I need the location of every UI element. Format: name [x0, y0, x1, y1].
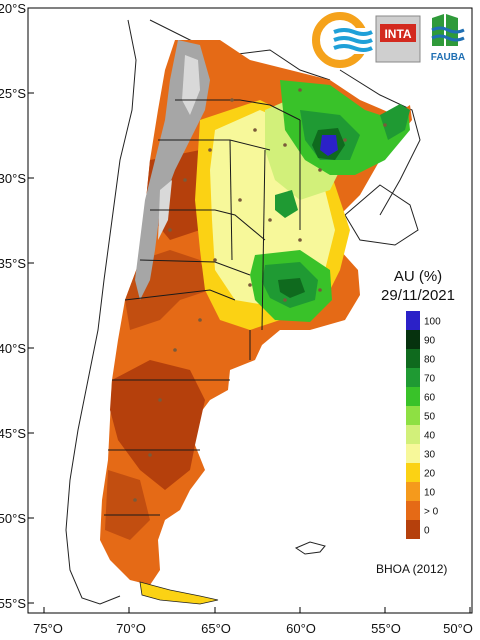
- fauba-logo-text: FAUBA: [431, 52, 465, 63]
- lat-label-35: 35°S: [0, 256, 26, 271]
- legend-label: 100: [424, 317, 441, 328]
- legend-label: 80: [424, 355, 436, 366]
- legend-swatch: [406, 520, 420, 539]
- logo-group: INTA FAUBA: [312, 12, 466, 68]
- legend-swatch: [406, 482, 420, 501]
- legend-label: 50: [424, 412, 436, 423]
- station-dots: [133, 88, 387, 502]
- legend-label: 40: [424, 431, 436, 442]
- legend-label: 90: [424, 336, 436, 347]
- lon-label-55: 55°O: [371, 621, 401, 636]
- lon-label-70: 70°O: [116, 621, 146, 636]
- inta-logo-text: INTA: [384, 27, 411, 41]
- bolivia-border: [149, 19, 331, 81]
- sun-wave-logo: [312, 12, 373, 68]
- inta-logo: INTA: [375, 15, 421, 63]
- lat-label-55: 55°S: [0, 596, 26, 611]
- legend-swatch: [406, 311, 420, 330]
- legend-swatch: [406, 387, 420, 406]
- lat-axis: 20°S 25°S 30°S 35°S 40°S 45°S 50°S 55°S: [0, 1, 34, 611]
- lon-label-75: 75°O: [33, 621, 63, 636]
- argentina-moisture-field: [100, 40, 412, 585]
- lat-label-30: 30°S: [0, 171, 26, 186]
- legend-label: 70: [424, 374, 436, 385]
- legend-label: 10: [424, 488, 436, 499]
- lat-label-40: 40°S: [0, 341, 26, 356]
- legend-label: 20: [424, 469, 436, 480]
- legend-label: 30: [424, 450, 436, 461]
- legend-label: 60: [424, 393, 436, 404]
- fauba-logo: FAUBA: [430, 12, 466, 63]
- lat-label-45: 45°S: [0, 426, 26, 441]
- tierra-del-fuego: [139, 581, 219, 605]
- lat-label-20: 20°S: [0, 1, 26, 16]
- legend-label: 0: [424, 526, 430, 537]
- legend-date: 29/11/2021: [381, 287, 455, 304]
- lon-label-60: 60°O: [286, 621, 316, 636]
- legend-swatch: [406, 501, 420, 520]
- legend-swatch: [406, 349, 420, 368]
- legend-swatch: [406, 330, 420, 349]
- legend-title: AU (%): [394, 268, 442, 285]
- lat-label-25: 25°S: [0, 86, 26, 101]
- lon-label-50: 50°O: [443, 621, 473, 636]
- legend-swatch: [406, 368, 420, 387]
- brazil-border: [339, 69, 421, 216]
- source-label: BHOA (2012): [376, 562, 447, 576]
- legend: AU (%) 29/11/2021 100 90 80 70 60 50 40 30 20 10 >…: [376, 268, 455, 576]
- map-frame: [27, 7, 473, 614]
- lon-axis: 75°O 70°O 65°O 60°O 55°O 50°O: [33, 607, 473, 636]
- legend-swatch: [406, 463, 420, 482]
- legend-swatch: [406, 425, 420, 444]
- legend-label: > 0: [424, 507, 439, 518]
- province-borders: [104, 99, 301, 516]
- malvinas-outline: [294, 541, 326, 555]
- legend-swatches: 100 90 80 70 60 50 40 30 20 10 > 0 0: [406, 311, 441, 539]
- lat-label-50: 50°S: [0, 511, 26, 526]
- chile-outline: [65, 19, 137, 605]
- legend-swatch: [406, 444, 420, 463]
- lon-label-65: 65°O: [201, 621, 231, 636]
- legend-swatch: [406, 406, 420, 425]
